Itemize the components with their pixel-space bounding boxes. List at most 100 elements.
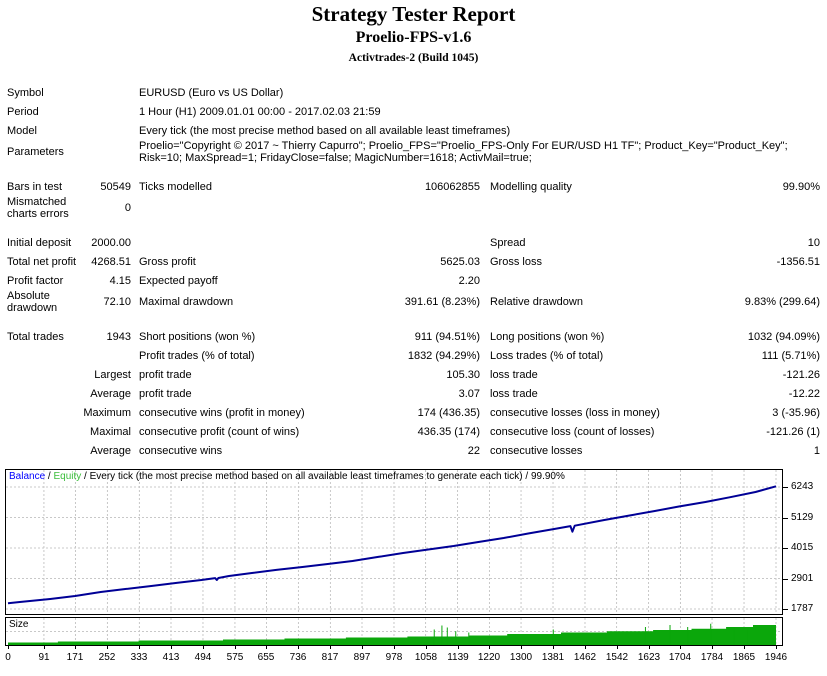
stat-pair: Maximal drawdown 391.61 (8.23%) — [139, 296, 480, 308]
stat-label: Long positions (won %) — [490, 330, 605, 343]
x-axis-tick — [266, 646, 267, 649]
stat-value: 4268.51 — [91, 255, 131, 268]
expert-name: Proelio-FPS-v1.6 — [355, 29, 472, 46]
stat-pair: Profit trades (% of total) 1832 (94.29%) — [139, 350, 480, 362]
stat-pair: Total net profit 4268.51 — [7, 256, 131, 268]
x-axis-label: 978 — [385, 652, 403, 663]
stat-pair: Largest — [7, 369, 131, 381]
stat-label: Spread — [490, 236, 526, 249]
stat-value: 1943 — [106, 330, 131, 343]
x-axis-label: 1462 — [573, 652, 597, 663]
stat-pair: Gross loss -1356.51 — [490, 256, 820, 268]
report-table: Symbol EURUSD (Euro vs US Dollar) Period 1 … — [7, 83, 820, 460]
stat-pair: Maximum — [7, 407, 131, 419]
stat-label: Total trades — [7, 330, 64, 343]
stat-pair: Absolute drawdown 72.10 — [7, 290, 131, 314]
x-axis-tick — [394, 646, 395, 649]
legend-equity: Equity — [53, 471, 82, 482]
legend-balance: Balance — [9, 471, 46, 482]
stat-label: Gross profit — [139, 255, 196, 268]
stat-label: Mismatched charts errors — [7, 196, 69, 220]
stat-pair: Average — [7, 388, 131, 400]
statistics-section: Bars in test 50549 Ticks modelled 106062855… — [7, 177, 820, 221]
size-panel-label: Size — [9, 619, 29, 630]
stat-pair: profit trade 3.07 — [139, 388, 480, 400]
stat-pair: consecutive wins 22 — [139, 445, 480, 457]
stat-label: Loss trades (% of total) — [490, 349, 604, 362]
y-axis-tick — [783, 579, 788, 580]
x-axis-label: 1058 — [414, 652, 438, 663]
info-value: Proelio="Copyright © 2017 ~ Thierry Capu… — [139, 140, 788, 164]
stat-label: Initial deposit — [7, 236, 72, 249]
x-axis-tick — [75, 646, 76, 649]
stat-pair: Modelling quality 99.90% — [490, 181, 820, 193]
stat-row: Average profit trade 3.07 loss trade -12.22 — [7, 384, 820, 403]
stat-label: loss trade — [490, 387, 538, 400]
x-axis-label: 817 — [321, 652, 339, 663]
stat-value: -1356.51 — [776, 255, 820, 268]
x-axis-tick — [458, 646, 459, 649]
stat-value: 72.10 — [103, 296, 131, 308]
stat-pair: Maximal — [7, 426, 131, 438]
y-axis-label: 6243 — [791, 481, 814, 492]
info-label: Model — [7, 124, 37, 137]
stat-label: Total net profit — [7, 255, 77, 268]
stat-value: 5625.03 — [440, 255, 480, 268]
stat-value: Largest — [94, 368, 131, 381]
y-axis-label: 4015 — [791, 542, 814, 553]
info-label: Parameters — [7, 146, 64, 158]
x-axis-label: 1300 — [509, 652, 533, 663]
stat-pair: loss trade -121.26 — [490, 369, 820, 381]
size-chart-panel: Size — [5, 617, 783, 646]
info-section: Symbol EURUSD (Euro vs US Dollar) Period 1 … — [7, 83, 820, 165]
stat-value: 10 — [807, 236, 820, 249]
stat-pair: Gross profit 5625.03 — [139, 256, 480, 268]
y-axis-label: 5129 — [791, 512, 814, 523]
stat-label: Gross loss — [490, 255, 542, 268]
x-axis-tick — [521, 646, 522, 649]
x-axis-label: 575 — [226, 652, 244, 663]
stat-row: Profit trades (% of total) 1832 (94.29%) L… — [7, 346, 820, 365]
stat-pair: profit trade 105.30 — [139, 369, 480, 381]
stat-row: Maximal consecutive profit (count of wins… — [7, 422, 820, 441]
x-axis-label: 91 — [38, 652, 50, 663]
x-axis-tick — [171, 646, 172, 649]
stat-value: 1 — [813, 444, 820, 457]
info-row: Parameters Proelio="Copyright © 2017 ~ Th… — [7, 140, 820, 164]
stat-value: 1832 (94.29%) — [407, 349, 480, 362]
stat-label: Modelling quality — [490, 180, 572, 193]
x-axis-tick — [203, 646, 204, 649]
stat-pair: consecutive profit (count of wins) 436.35… — [139, 426, 480, 438]
stat-row: Profit factor 4.15 Expected payoff 2.20 — [7, 271, 820, 290]
legend-description: Every tick (the most precise method base… — [89, 471, 565, 482]
page-title: Strategy Tester Report — [311, 2, 516, 26]
stat-row: Bars in test 50549 Ticks modelled 106062855… — [7, 177, 820, 196]
stat-pair: Total trades 1943 — [7, 331, 131, 343]
x-axis-tick — [44, 646, 45, 649]
y-axis-tick — [783, 548, 788, 549]
stat-row: Initial deposit 2000.00 Spread 10 — [7, 233, 820, 252]
stat-pair: Spread 10 — [490, 237, 820, 249]
x-axis-label: 171 — [66, 652, 84, 663]
balance-chart-area: Balance / Equity / Every tick (the most … — [0, 469, 827, 668]
info-value: EURUSD (Euro vs US Dollar) — [139, 86, 284, 99]
stat-value: 105.30 — [446, 368, 480, 381]
x-axis-tick — [426, 646, 427, 649]
info-value: Every tick (the most precise method base… — [139, 124, 511, 137]
balance-chart-svg — [6, 470, 782, 614]
stat-label: Profit factor — [7, 274, 64, 287]
x-axis-tick — [585, 646, 586, 649]
x-axis-tick — [553, 646, 554, 649]
x-axis-label: 1139 — [447, 652, 469, 663]
x-axis-label: 1542 — [605, 652, 629, 663]
stat-label: loss trade — [490, 368, 538, 381]
stat-label: Expected payoff — [139, 274, 218, 287]
stat-row: Largest profit trade 105.30 loss trade -121.… — [7, 365, 820, 384]
statistics-section: Initial deposit 2000.00 Spread 10 Total net … — [7, 233, 820, 315]
x-axis-tick — [298, 646, 299, 649]
stat-label: consecutive wins (profit in money) — [139, 406, 305, 419]
stat-pair: Relative drawdown 9.83% (299.64) — [490, 296, 820, 308]
stat-pair: Expected payoff 2.20 — [139, 275, 480, 287]
stat-pair: Bars in test 50549 — [7, 181, 131, 193]
stat-row: Absolute drawdown 72.10 Maximal drawdown 39… — [7, 290, 820, 314]
